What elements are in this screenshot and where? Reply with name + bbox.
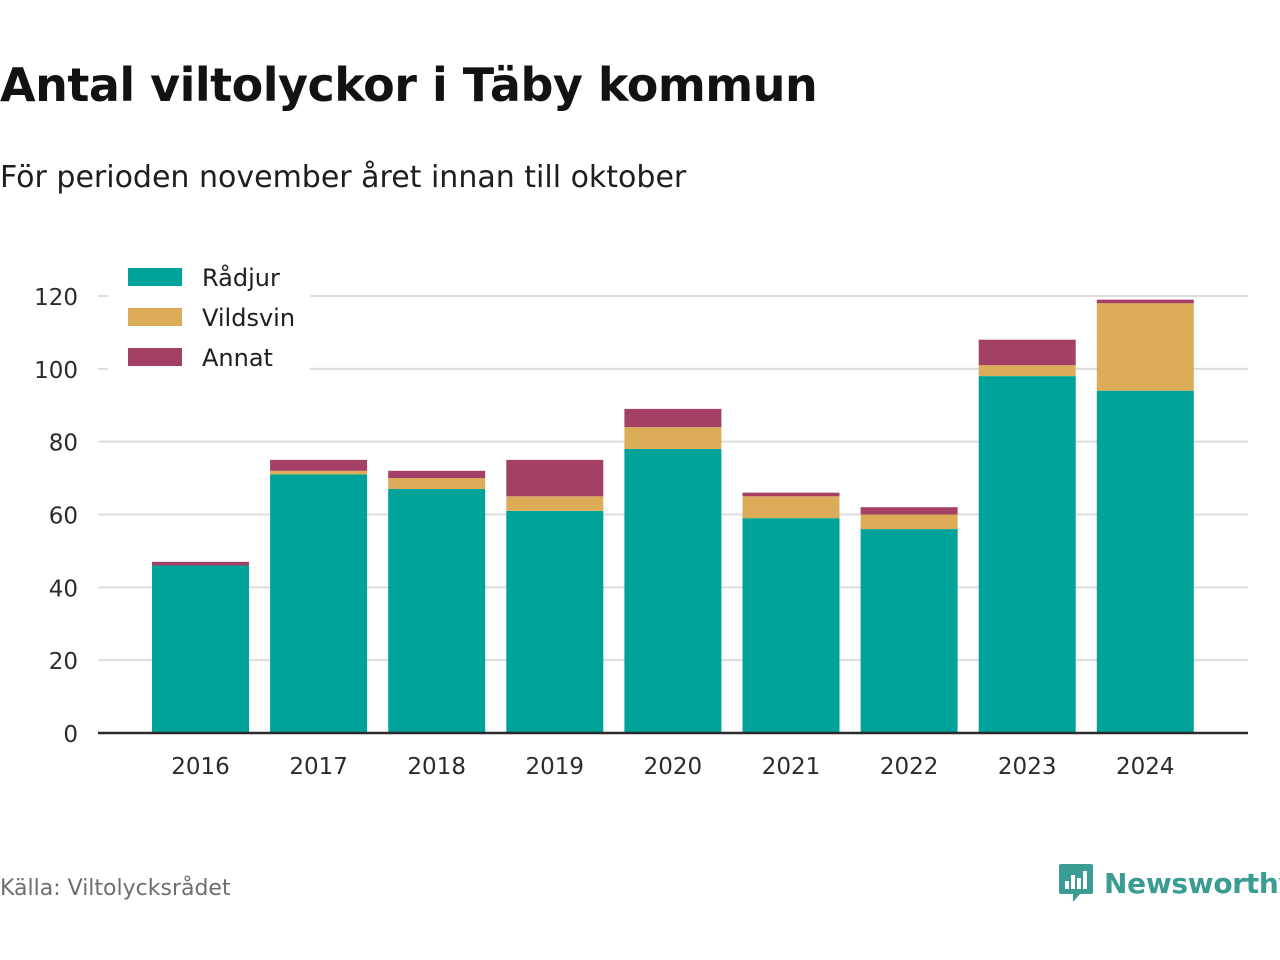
y-tick-label: 80 [49,431,78,457]
bar-2018-vildsvin [388,478,486,490]
bar-2021-annat [742,492,840,497]
y-tick-label: 100 [34,358,78,384]
x-tick-label: 2018 [407,754,466,780]
x-tick-label: 2016 [171,754,230,780]
bar-2020-rådjur [624,448,722,733]
legend: Rådjur Vildsvin Annat [108,258,310,372]
bar-2023-vildsvin [978,365,1076,377]
bar-2021-vildsvin [742,496,840,519]
bar-2022-rådjur [860,529,958,733]
legend-label-annat: Annat [202,344,273,372]
y-tick-label: 40 [49,576,78,602]
legend-label-vildsvin: Vildsvin [202,304,295,332]
y-tick-label: 120 [34,285,78,311]
legend-label-rådjur: Rådjur [202,263,280,292]
x-tick-label: 2019 [526,754,585,780]
bar-2016-rådjur [152,565,249,733]
bar-2019-annat [506,459,604,497]
axes: 0 20 40 60 80 100 120 2016 2017 2018 2019 2020 2021 2… [34,285,1248,780]
bars [152,299,1194,733]
bar-2024-vildsvin [1096,303,1194,391]
x-tick-label: 2022 [880,754,939,780]
brand-logo: Newsworthy [1058,862,1280,904]
bar-2018-rådjur [388,489,486,733]
x-tick-label: 2023 [998,754,1057,780]
bar-2018-annat [388,470,486,479]
bar-2017-rådjur [270,474,368,733]
chart-subtitle: För perioden november året innan till ok… [0,160,687,195]
bar-2017-vildsvin [270,470,368,475]
bar-2020-annat [624,408,722,428]
x-tick-label: 2021 [762,754,821,780]
x-tick-label: 2017 [289,754,348,780]
legend-swatch-annat [128,348,182,366]
bar-2017-annat [270,459,368,471]
legend-swatch-rådjur [128,268,182,286]
chart-title: Antal viltolyckor i Täby kommun [0,58,818,112]
bar-chart-speech-bubble-icon [1059,864,1093,902]
bar-2019-vildsvin [506,496,604,511]
bar-2021-rådjur [742,518,840,733]
y-tick-label: 0 [63,722,78,748]
y-tick-label: 60 [49,504,78,530]
bar-2023-annat [978,339,1076,366]
legend-swatch-vildsvin [128,308,182,326]
y-tick-label: 20 [49,649,78,675]
bar-2024-annat [1096,299,1194,304]
bar-2020-vildsvin [624,427,722,449]
source-note: Källa: Viltolycksrådet [0,876,231,901]
bar-2022-vildsvin [860,514,958,530]
x-tick-label: 2024 [1116,754,1175,780]
bar-2024-rådjur [1096,390,1194,733]
brand-name: Newsworthy [1104,866,1280,900]
x-tick-label: 2020 [644,754,703,780]
bar-2023-rådjur [978,376,1076,733]
bar-2019-rådjur [506,510,604,733]
bar-2022-annat [860,507,958,515]
bar-2016-annat [152,561,249,566]
